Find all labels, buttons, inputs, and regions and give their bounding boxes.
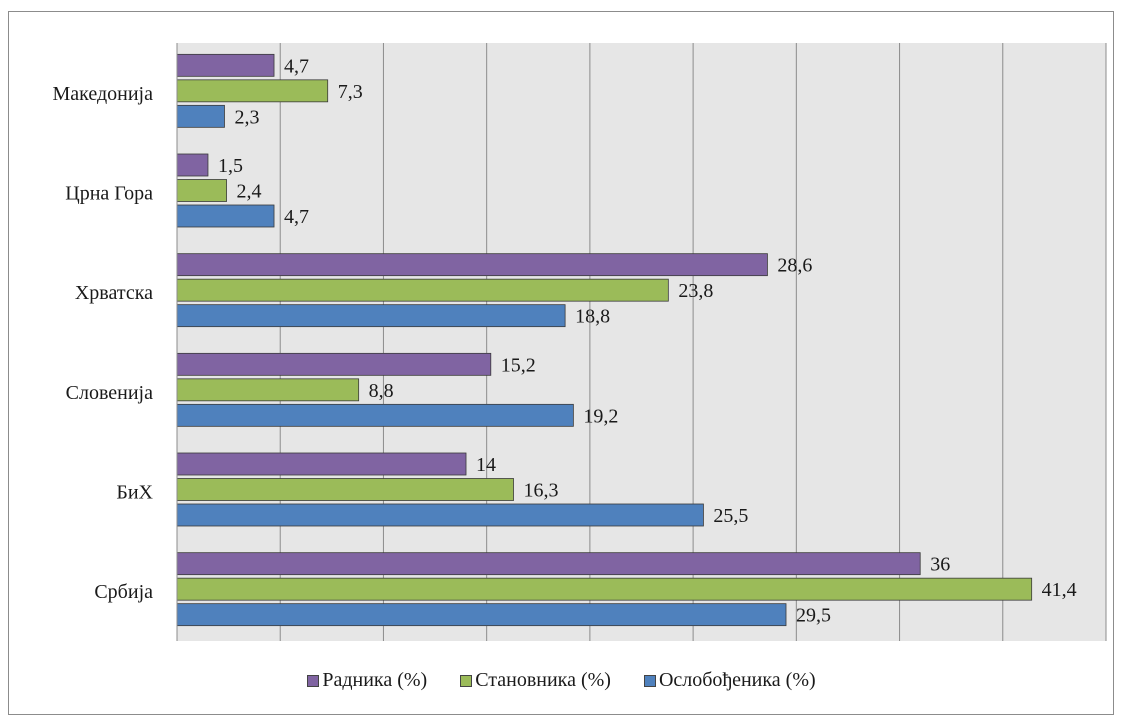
data-label: 18,8	[575, 306, 610, 328]
category-label: БиХ	[116, 482, 153, 504]
legend-item-workers: Радника (%)	[307, 669, 427, 692]
legend: Радника (%) Становника (%) Ослобођеника …	[0, 669, 1123, 693]
data-label: 23,8	[678, 280, 713, 302]
bar	[176, 378, 360, 402]
bar	[176, 577, 1033, 601]
bar	[176, 304, 566, 328]
bar	[176, 153, 209, 177]
bar	[176, 253, 768, 277]
data-label: 16,3	[524, 480, 559, 502]
bar	[176, 53, 275, 77]
bar	[176, 179, 227, 202]
legend-label-population: Становника (%)	[475, 669, 611, 691]
bar	[176, 278, 669, 302]
category-label: Македонија	[52, 83, 153, 105]
bar	[176, 403, 574, 427]
legend-item-population: Становника (%)	[460, 669, 611, 692]
category-label: Словенија	[66, 382, 153, 404]
legend-label-workers: Радника (%)	[322, 669, 428, 691]
legend-label-liberated: Ослобођеника (%)	[658, 669, 816, 691]
data-label: 7,3	[338, 81, 363, 103]
category-label: Црна Гора	[65, 183, 153, 205]
bar	[176, 478, 514, 501]
bar	[176, 79, 329, 103]
data-label: 29,5	[796, 605, 831, 627]
data-label: 28,6	[777, 255, 812, 277]
data-label: 36	[930, 554, 950, 576]
bar	[176, 503, 704, 527]
bar	[176, 204, 275, 228]
data-label: 14	[476, 454, 496, 476]
data-label: 25,5	[713, 505, 748, 527]
data-label: 2,3	[234, 106, 259, 128]
bar	[176, 452, 467, 476]
bar	[176, 552, 921, 576]
legend-swatch-population	[460, 674, 473, 687]
category-label: Хрватска	[75, 282, 153, 304]
category-label: Србија	[94, 581, 153, 603]
data-label: 8,8	[369, 380, 394, 402]
data-label: 1,5	[218, 155, 243, 177]
legend-item-liberated: Ослобођеника (%)	[643, 669, 816, 692]
data-label: 19,2	[583, 405, 618, 427]
data-label: 15,2	[501, 354, 536, 376]
data-label: 4,7	[284, 55, 309, 77]
bar	[176, 603, 787, 627]
data-label: 2,4	[237, 181, 262, 203]
bar	[176, 104, 225, 128]
legend-swatch-workers	[307, 674, 320, 687]
data-label: 41,4	[1042, 579, 1077, 601]
bar	[176, 352, 492, 376]
data-label: 4,7	[284, 206, 309, 228]
legend-swatch-liberated	[643, 674, 656, 687]
plot-area	[177, 43, 1106, 641]
